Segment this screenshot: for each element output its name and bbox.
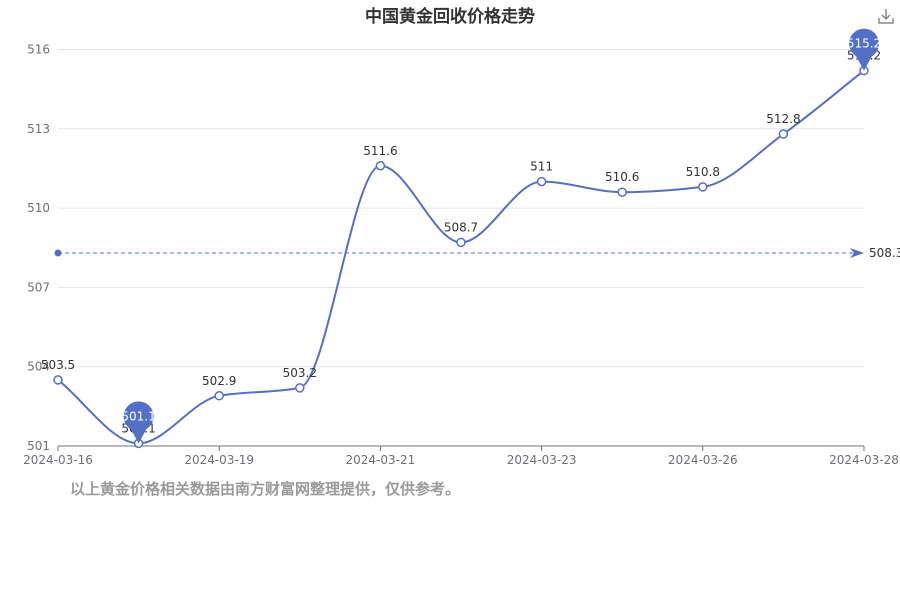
average-line-arrow bbox=[850, 248, 864, 259]
data-label: 512.8 bbox=[766, 112, 800, 126]
min-pin-marker[interactable] bbox=[123, 401, 154, 444]
data-point[interactable] bbox=[375, 161, 386, 171]
y-tick-label: 516 bbox=[27, 42, 50, 56]
max-pin-marker[interactable] bbox=[849, 28, 879, 71]
data-label: 511.6 bbox=[363, 144, 397, 158]
data-point[interactable] bbox=[456, 237, 466, 248]
y-tick-label: 501 bbox=[27, 439, 50, 453]
x-tick-label: 2024-03-28 bbox=[829, 453, 899, 467]
data-label: 503.5 bbox=[41, 358, 75, 372]
min-pin-label: 501.1 bbox=[121, 409, 155, 423]
data-label: 510.8 bbox=[686, 165, 720, 179]
data-point[interactable] bbox=[778, 129, 789, 139]
data-label: 508.7 bbox=[444, 220, 478, 234]
max-pin-label: 515.2 bbox=[847, 37, 881, 51]
y-tick-label: 507 bbox=[27, 280, 50, 294]
data-point[interactable] bbox=[536, 176, 547, 187]
y-tick-label: 513 bbox=[27, 122, 50, 136]
data-point[interactable] bbox=[617, 187, 627, 197]
data-label: 503.2 bbox=[283, 366, 317, 380]
footnote: 以上黄金价格相关数据由南方财富网整理提供，仅供参考。 bbox=[70, 480, 461, 498]
x-tick-label: 2024-03-19 bbox=[184, 453, 254, 467]
line-chart: 501 504 507 510 513 516 2024-03-16 2024-03-19 20… bbox=[23, 28, 900, 467]
chart-title: 中国黄金回收价格走势 bbox=[365, 7, 535, 27]
average-line-label: 508.3 bbox=[869, 246, 900, 260]
x-tick-label: 2024-03-26 bbox=[668, 453, 738, 467]
data-label: 502.9 bbox=[202, 374, 236, 388]
data-point[interactable] bbox=[295, 383, 305, 393]
data-point[interactable] bbox=[698, 182, 708, 192]
data-label: 511 bbox=[530, 160, 553, 174]
data-point[interactable] bbox=[214, 391, 224, 401]
y-tick-label: 504 bbox=[27, 360, 50, 374]
x-tick-label: 2024-03-21 bbox=[346, 453, 416, 467]
y-tick-label: 510 bbox=[27, 201, 50, 215]
x-tick-label: 2024-03-16 bbox=[23, 453, 93, 467]
data-label: 510.6 bbox=[605, 170, 639, 184]
download-icon[interactable] bbox=[876, 6, 896, 26]
series-line bbox=[57, 69, 865, 445]
x-tick-label: 2024-03-23 bbox=[507, 453, 577, 467]
data-point[interactable] bbox=[53, 375, 63, 385]
